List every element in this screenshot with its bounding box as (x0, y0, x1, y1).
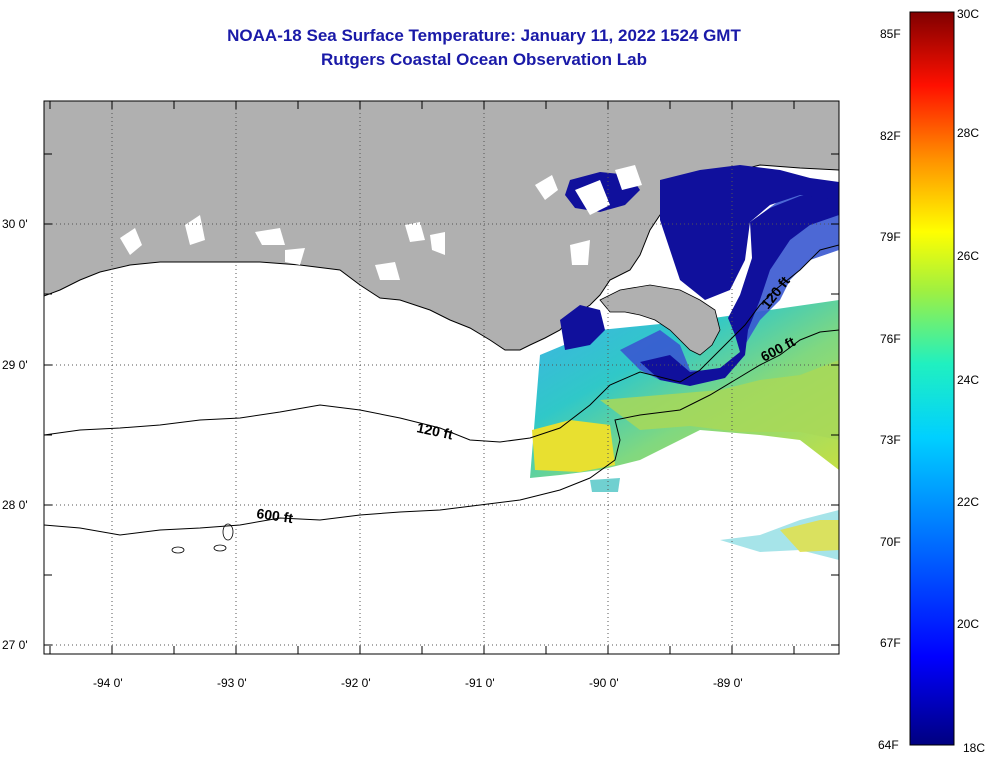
colorbar-label-22c: 22C (957, 495, 979, 509)
lake-spot-1 (120, 228, 142, 255)
colorbar-label-70f: 70F (880, 535, 901, 549)
lake-spot-5 (405, 222, 425, 242)
lake-spot-2 (185, 215, 205, 245)
colorbar-label-67f: 67F (880, 636, 901, 650)
cloud-spot-1 (535, 175, 558, 200)
lat-label-27: 27 0' (2, 638, 28, 652)
lake-spot-7 (375, 262, 400, 280)
contour-label-120-west: 120 ft (415, 419, 454, 442)
contour-600ft (44, 329, 839, 536)
delta-land (599, 284, 721, 356)
lon-label-94: -94 0' (93, 676, 123, 690)
lon-label-90: -90 0' (589, 676, 619, 690)
contour-blob-3 (213, 544, 227, 552)
cold-plume-core (640, 190, 839, 386)
mid-temp-band (600, 360, 839, 440)
lon-label-92: -92 0' (341, 676, 371, 690)
colorbar-label-30c: 30C (957, 7, 979, 21)
lake-spot-3 (255, 228, 285, 245)
contour-label-600-west: 600 ft (256, 505, 295, 526)
graticule (44, 101, 839, 654)
colorbar-label-82f: 82F (880, 129, 901, 143)
lon-label-93: -93 0' (217, 676, 247, 690)
colorbar-label-28c: 28C (957, 126, 979, 140)
lake-spot-4 (285, 248, 305, 265)
colorbar-label-64f: 64F (878, 738, 899, 752)
warm-patch (532, 420, 615, 472)
colorbar-label-26c: 26C (957, 249, 979, 263)
offshore-warm-pixels (780, 520, 839, 552)
offshore-pixels-small (590, 478, 620, 492)
colorbar-label-73f: 73F (880, 433, 901, 447)
coastal-bays (660, 165, 839, 300)
cloud-spot-4 (615, 165, 642, 190)
tick-marks (44, 101, 839, 654)
lat-label-29: 29 0' (2, 358, 28, 372)
colorbar-label-20c: 20C (957, 617, 979, 631)
map-title: NOAA-18 Sea Surface Temperature: January… (227, 26, 741, 45)
contour-blob-2 (222, 523, 234, 541)
lat-label-30: 30 0' (2, 217, 28, 231)
lat-label-28: 28 0' (2, 498, 28, 512)
contour-120ft (44, 244, 839, 443)
colorbar-label-79f: 79F (880, 230, 901, 244)
colorbar (909, 11, 955, 746)
cloud-spot-2 (575, 180, 610, 215)
colorbar-label-24c: 24C (957, 373, 979, 387)
lake-spot-6 (430, 232, 445, 255)
lon-label-89: -89 0' (713, 676, 743, 690)
colorbar-label-76f: 76F (880, 332, 901, 346)
lon-label-91: -91 0' (465, 676, 495, 690)
colorbar-label-18c: 18C (963, 741, 985, 755)
map-frame (43, 100, 840, 655)
map-subtitle: Rutgers Coastal Ocean Observation Lab (321, 50, 647, 69)
cloud-spot-3 (570, 240, 590, 265)
contour-blob-1 (171, 546, 185, 554)
colorbar-label-85f: 85F (880, 27, 901, 41)
barataria-bay (560, 305, 605, 350)
